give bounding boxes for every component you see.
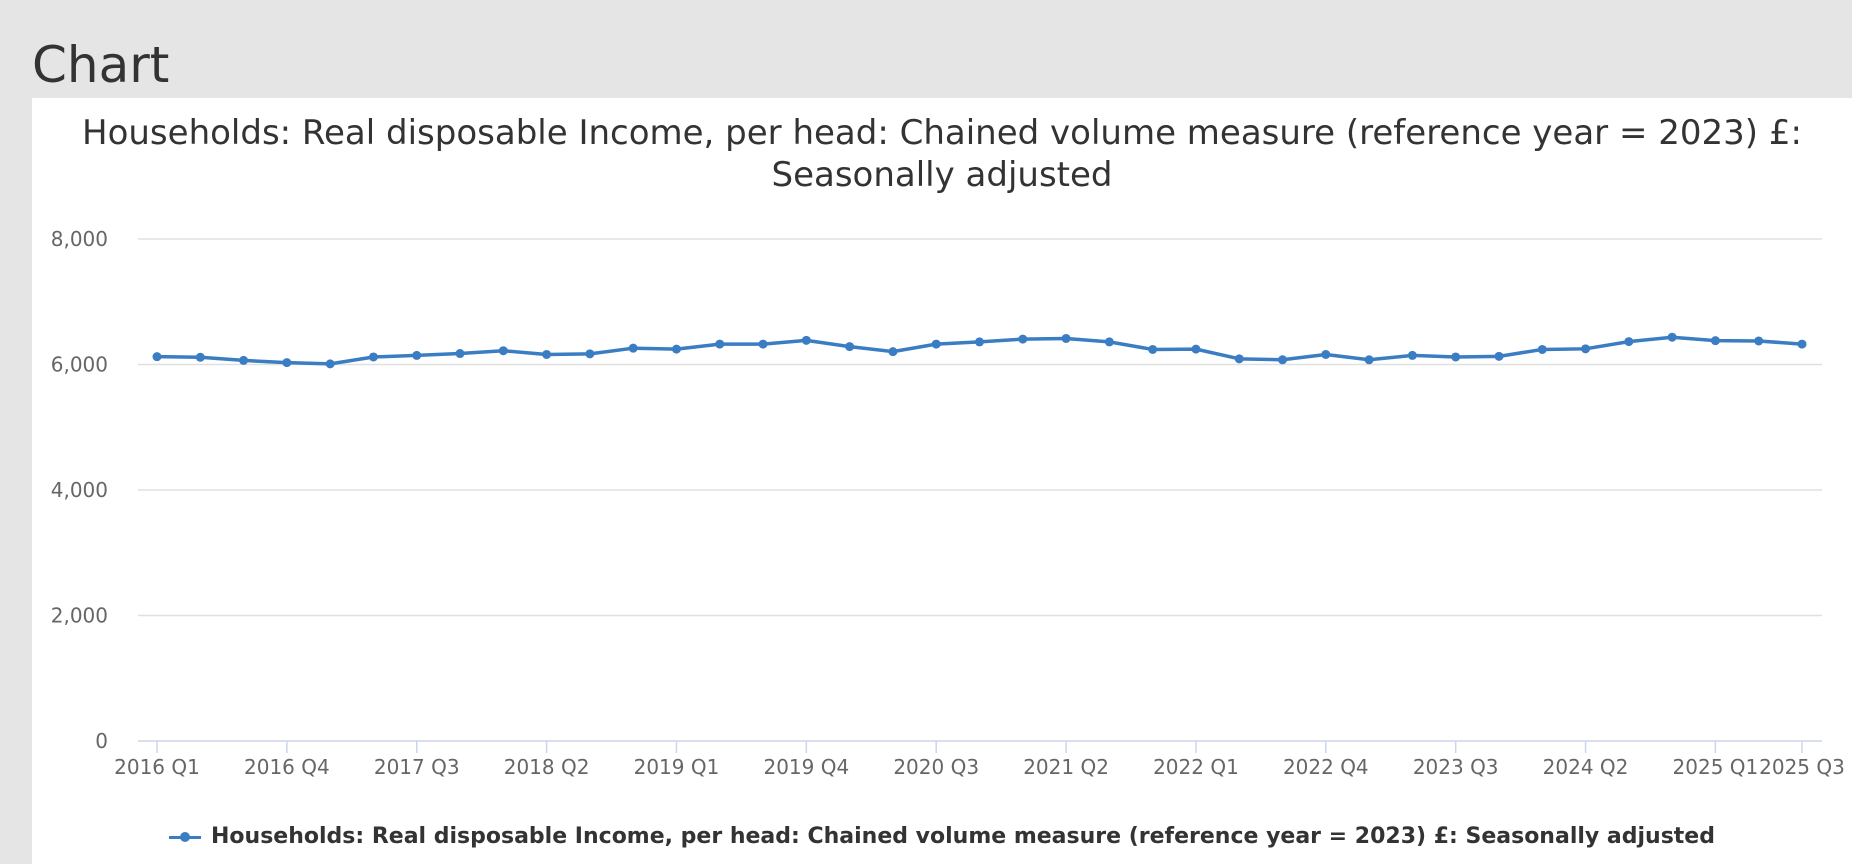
y-tick-label: 6,000 bbox=[51, 353, 108, 377]
data-point[interactable] bbox=[1624, 337, 1634, 347]
data-point[interactable] bbox=[845, 342, 855, 352]
x-tick-label: 2025 Q1 bbox=[1673, 755, 1759, 779]
data-point[interactable] bbox=[1407, 350, 1417, 360]
data-point[interactable] bbox=[1018, 334, 1028, 344]
data-point[interactable] bbox=[1148, 344, 1158, 354]
data-point[interactable] bbox=[1061, 333, 1071, 343]
legend-marker-icon bbox=[169, 829, 202, 845]
data-point[interactable] bbox=[325, 359, 335, 369]
line-chart: 0 2,000 4,000 6,000 8,000 2016 Q1 2016 Q4 2017… bbox=[51, 227, 1845, 779]
data-point[interactable] bbox=[412, 350, 422, 360]
x-tick-label: 2019 Q1 bbox=[634, 755, 720, 779]
data-point[interactable] bbox=[368, 352, 378, 362]
data-point[interactable] bbox=[1667, 332, 1677, 342]
data-point[interactable] bbox=[975, 337, 984, 347]
data-point[interactable] bbox=[1191, 344, 1201, 354]
y-axis: 0 2,000 4,000 6,000 8,000 bbox=[51, 227, 108, 753]
legend-label: Households: Real disposable Income, per … bbox=[211, 824, 1715, 849]
data-point[interactable] bbox=[1278, 355, 1288, 365]
chart-title: Households: Real disposable Income, per … bbox=[82, 113, 1802, 195]
x-tick-label: 2021 Q2 bbox=[1023, 755, 1109, 779]
series-layer bbox=[152, 332, 1807, 369]
x-tick-label: 2025 Q3 bbox=[1759, 755, 1845, 779]
chart-card: Households: Real disposable Income, per … bbox=[32, 98, 1852, 864]
panel-heading: Chart bbox=[32, 36, 170, 94]
data-point[interactable] bbox=[1451, 352, 1461, 362]
x-tick-label: 2024 Q2 bbox=[1543, 755, 1629, 779]
x-tick-label: 2018 Q2 bbox=[504, 755, 590, 779]
y-tick-label: 8,000 bbox=[51, 227, 108, 251]
x-tick-label: 2017 Q3 bbox=[374, 755, 460, 779]
data-point[interactable] bbox=[1754, 336, 1764, 346]
x-tick-label: 2022 Q4 bbox=[1283, 755, 1369, 779]
data-point[interactable] bbox=[931, 339, 941, 349]
data-point[interactable] bbox=[715, 339, 725, 349]
data-point[interactable] bbox=[282, 358, 292, 368]
data-point[interactable] bbox=[542, 349, 552, 359]
data-point[interactable] bbox=[195, 352, 205, 362]
gridlines bbox=[138, 238, 1822, 617]
legend[interactable]: Households: Real disposable Income, per … bbox=[32, 824, 1852, 849]
x-axis: 2016 Q1 2016 Q4 2017 Q3 2018 Q2 2019 Q1 2019 … bbox=[114, 740, 1845, 779]
data-point[interactable] bbox=[758, 339, 768, 349]
data-point[interactable] bbox=[239, 355, 249, 365]
data-point[interactable] bbox=[1104, 337, 1114, 347]
x-tick-label: 2016 Q1 bbox=[114, 755, 200, 779]
y-tick-label: 4,000 bbox=[51, 478, 108, 502]
data-point[interactable] bbox=[628, 343, 638, 353]
data-point[interactable] bbox=[1494, 351, 1504, 361]
x-tick-label: 2019 Q4 bbox=[763, 755, 849, 779]
data-point[interactable] bbox=[1537, 344, 1547, 354]
data-point[interactable] bbox=[888, 347, 898, 357]
data-point[interactable] bbox=[1710, 336, 1720, 346]
x-tick-label: 2022 Q1 bbox=[1153, 755, 1239, 779]
data-point[interactable] bbox=[1234, 354, 1244, 364]
y-tick-label: 2,000 bbox=[51, 604, 108, 628]
data-point[interactable] bbox=[152, 352, 162, 362]
y-tick-label: 0 bbox=[95, 729, 108, 753]
data-point[interactable] bbox=[455, 349, 465, 359]
data-point[interactable] bbox=[671, 344, 681, 354]
data-point[interactable] bbox=[1581, 344, 1591, 354]
data-point[interactable] bbox=[801, 335, 811, 345]
x-tick-label: 2020 Q3 bbox=[893, 755, 979, 779]
data-point[interactable] bbox=[498, 346, 508, 356]
data-point[interactable] bbox=[1797, 339, 1807, 349]
data-point[interactable] bbox=[1321, 349, 1331, 359]
x-tick-label: 2023 Q3 bbox=[1413, 755, 1499, 779]
data-point[interactable] bbox=[585, 349, 595, 359]
x-tick-label: 2016 Q4 bbox=[244, 755, 330, 779]
data-point[interactable] bbox=[1364, 355, 1374, 365]
